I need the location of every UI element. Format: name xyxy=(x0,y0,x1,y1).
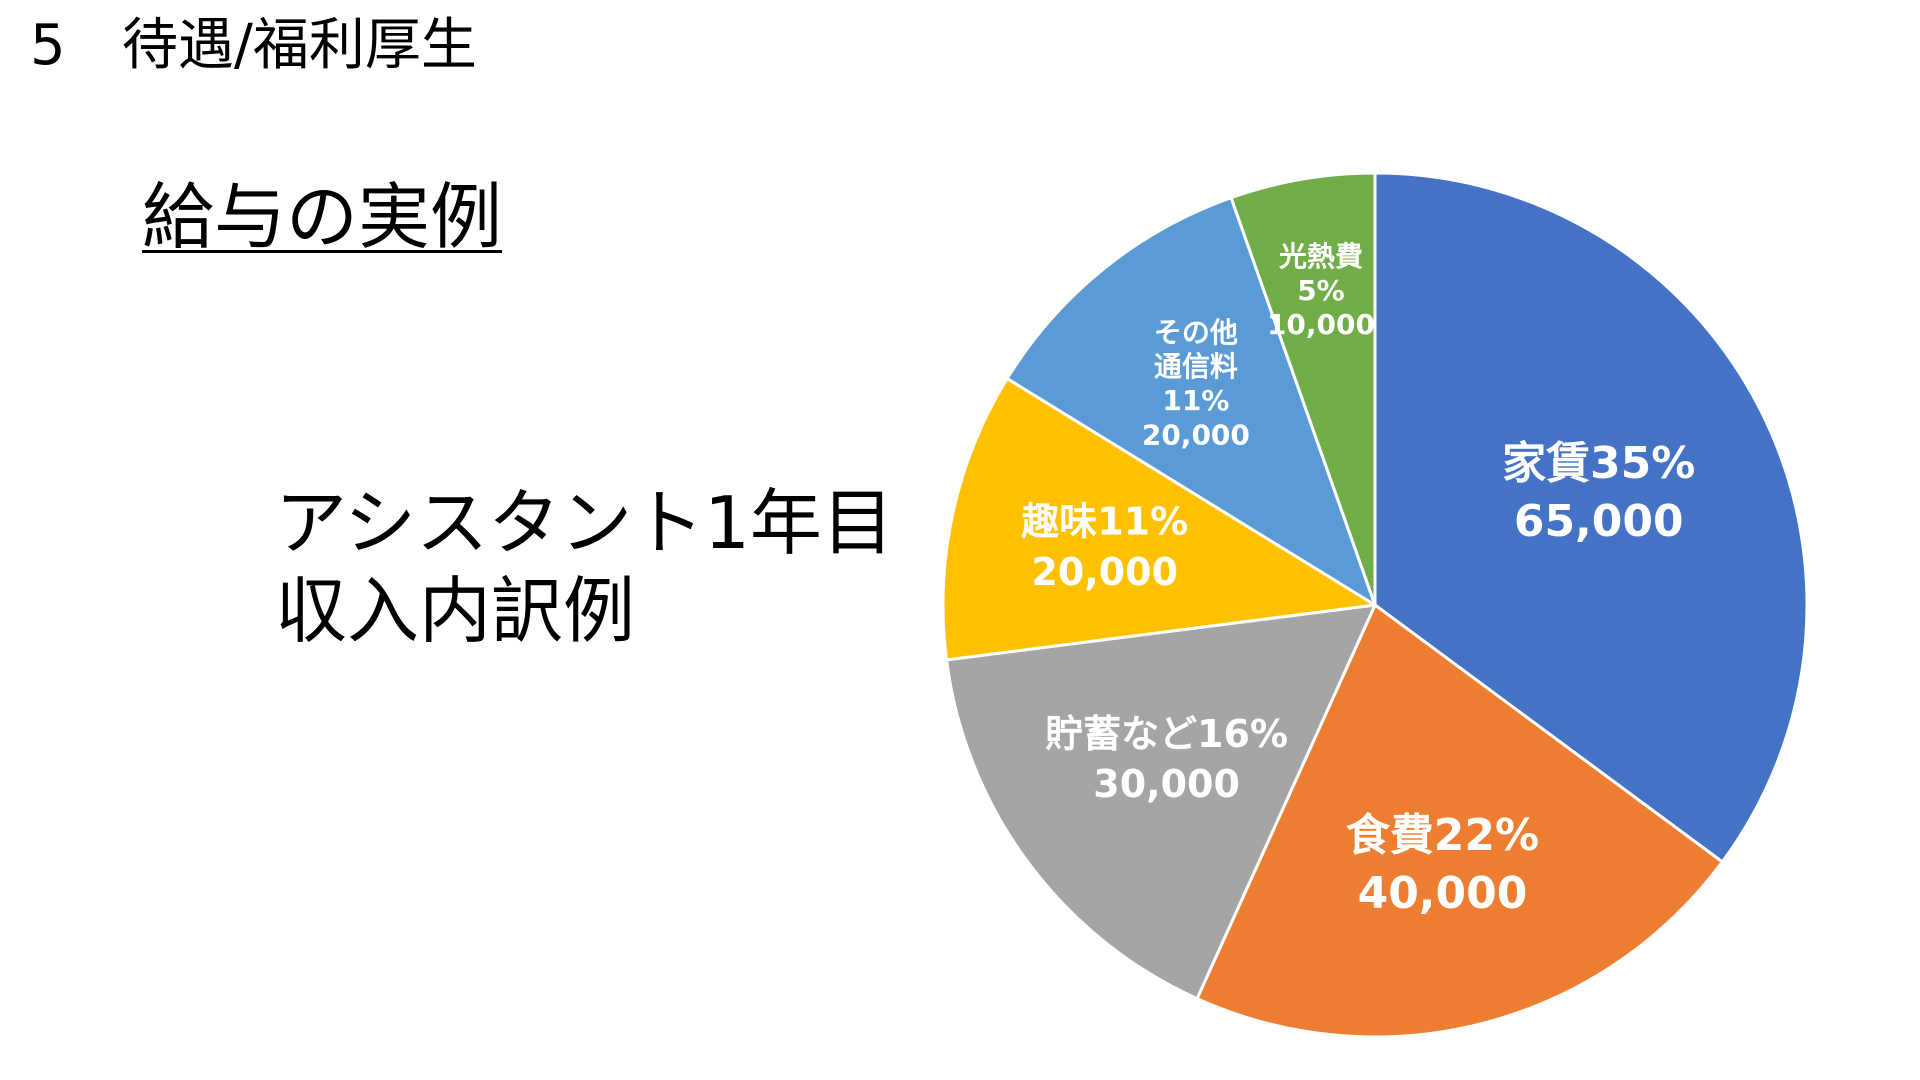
pie-slice-3 xyxy=(944,603,1377,1001)
chart-caption-line-2: 収入内訳例 xyxy=(275,568,636,653)
pie-slice-label-5-line-1: その他 xyxy=(1154,315,1238,348)
pie-slice-5 xyxy=(1005,196,1377,607)
pie-slice-label-6-line-1: 光熱費 xyxy=(1278,239,1363,272)
pie-labels: 家賃35% 65,000 食費22% 40,000 貯蓄など16% 30,000 趣味11%… xyxy=(1021,239,1695,918)
pie-slice-label-6-line-3: 10,000 xyxy=(1267,308,1375,341)
section-heading: 5 待遇/福利厚生 xyxy=(30,12,477,79)
pie-slice-label-4-line-1: 趣味11% xyxy=(1021,500,1188,544)
pie-slice-label-5: その他通信料 11% 20,000 xyxy=(1142,315,1250,450)
pie-slice-label-2-line-2: 40,000 xyxy=(1358,868,1528,919)
pie-slice-label-1: 家賃35% 65,000 xyxy=(1502,438,1695,547)
pie-slice-label-1-line-2: 65,000 xyxy=(1514,496,1684,547)
section-number: 5 xyxy=(30,13,66,78)
pie-slices xyxy=(941,171,1809,1039)
pie-slice-label-4-line-2: 20,000 xyxy=(1031,550,1178,594)
pie-slice-4 xyxy=(941,376,1377,662)
chart-caption-line-1: アシスタント1年目 xyxy=(275,481,894,565)
pie-slice-1 xyxy=(1373,171,1809,864)
pie-slice-label-6: 光熱費 5% 10,000 xyxy=(1267,239,1375,340)
pie-slice-2 xyxy=(1195,603,1724,1039)
pie-slice-label-5-line-2: 通信料 xyxy=(1154,350,1238,383)
pie-slice-label-3-line-2: 30,000 xyxy=(1093,762,1240,806)
page-subtitle: 給与の実例 xyxy=(142,175,503,259)
pie-slice-label-5-line-3: 11% xyxy=(1162,384,1229,417)
pie-slice-label-3-line-1: 貯蓄など16% xyxy=(1045,712,1288,756)
chart-caption: アシスタント1年目 収入内訳例 xyxy=(275,480,894,656)
pie-slice-label-1-line-1: 家賃35% xyxy=(1502,438,1695,489)
pie-slice-label-2-line-1: 食費22% xyxy=(1346,810,1539,861)
pie-slice-6 xyxy=(1229,171,1377,607)
pie-slice-label-6-line-2: 5% xyxy=(1297,273,1345,306)
pie-slice-label-5-line-4: 20,000 xyxy=(1142,418,1250,451)
section-title: 待遇/福利厚生 xyxy=(122,13,477,78)
pie-slice-label-2: 食費22% 40,000 xyxy=(1346,810,1539,919)
pie-slice-label-4: 趣味11% 20,000 xyxy=(1021,500,1188,594)
pie-slice-label-3: 貯蓄など16% 30,000 xyxy=(1045,712,1288,806)
